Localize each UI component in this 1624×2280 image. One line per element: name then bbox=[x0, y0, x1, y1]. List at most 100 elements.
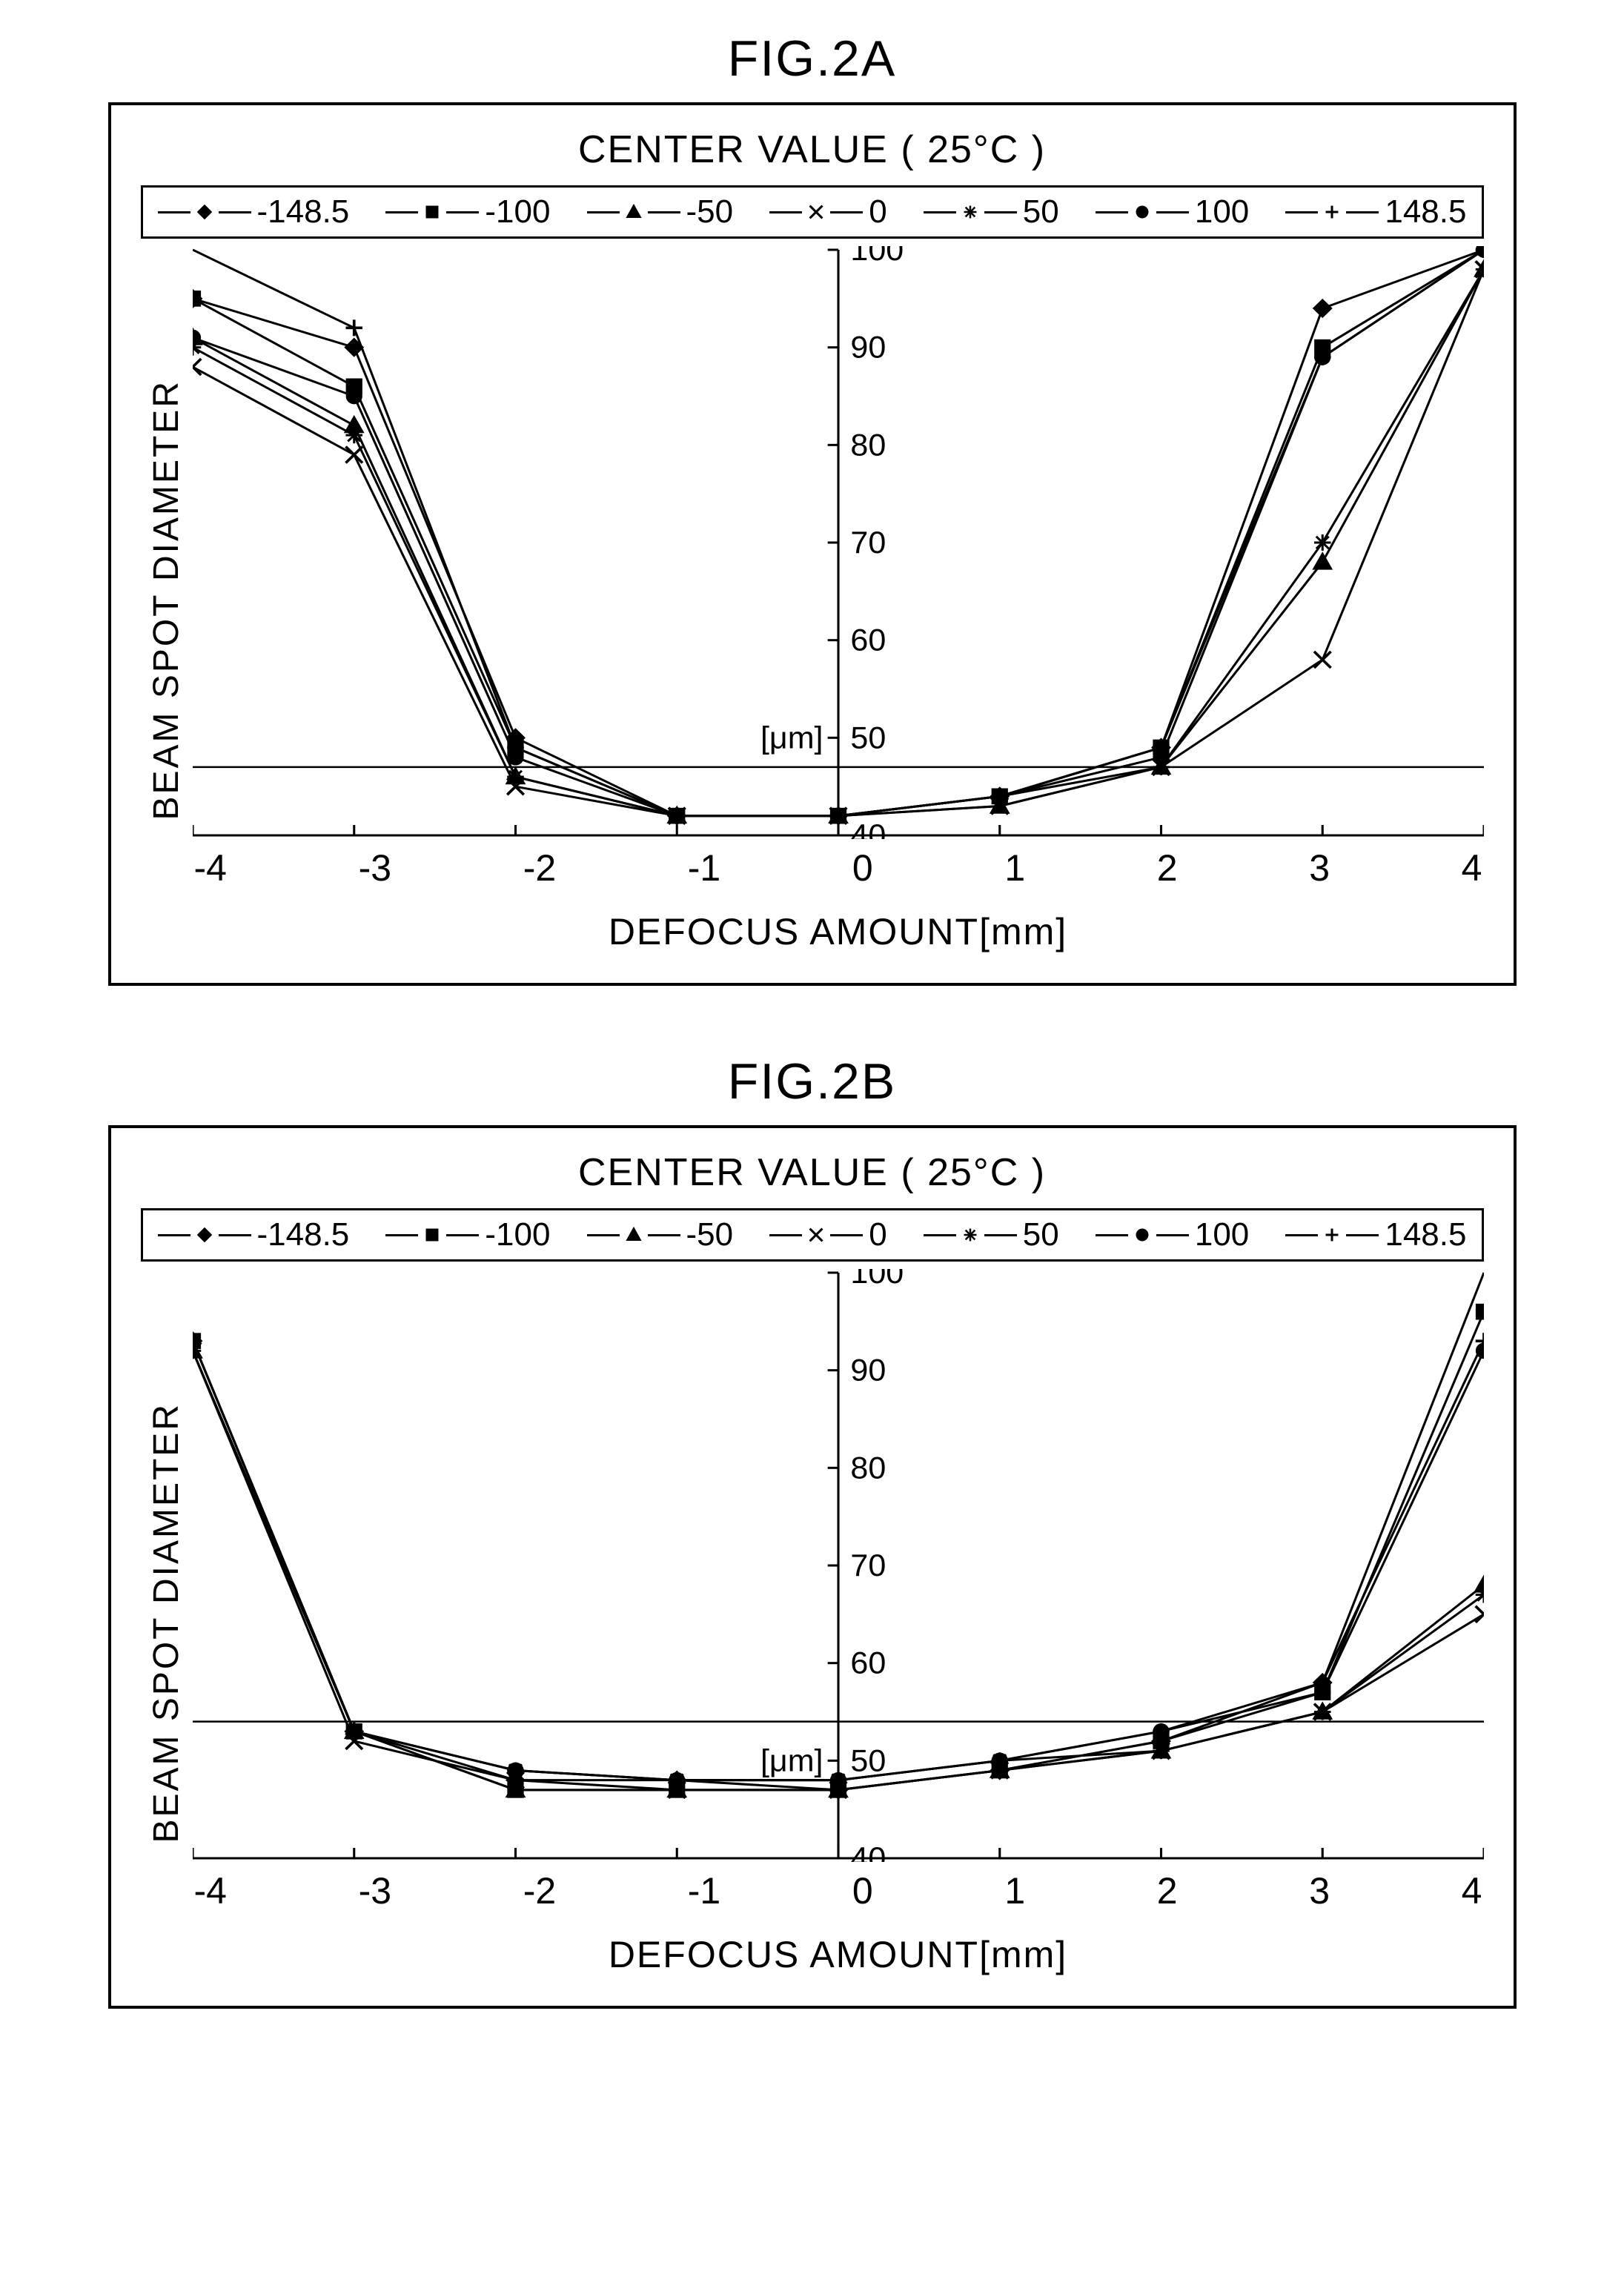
x-tick-label: 1 bbox=[1004, 846, 1025, 889]
triangle-marker bbox=[1313, 554, 1330, 569]
y-tick-label: 40 bbox=[850, 818, 886, 839]
legend-label: -50 bbox=[686, 1216, 734, 1253]
asterisk-marker bbox=[1153, 1743, 1170, 1759]
legend-label: -100 bbox=[485, 193, 550, 231]
legend-item: -148.5 bbox=[158, 1216, 350, 1253]
x-tick-label: 0 bbox=[852, 846, 873, 889]
plus-marker bbox=[345, 319, 362, 336]
legend-item: 0 bbox=[769, 1216, 886, 1253]
legend-label: -50 bbox=[686, 193, 734, 231]
legend-label: 148.5 bbox=[1385, 193, 1466, 231]
square-icon bbox=[424, 1227, 440, 1243]
legend-item: -50 bbox=[587, 193, 734, 231]
y-tick-label: 50 bbox=[850, 1744, 886, 1778]
x-tick-label: -4 bbox=[194, 846, 227, 889]
x-icon bbox=[808, 204, 824, 220]
diamond-marker bbox=[1313, 300, 1330, 317]
chart-subtitle: CENTER VALUE ( 25°C ) bbox=[141, 127, 1484, 172]
x-tick-label: -4 bbox=[194, 1869, 227, 1912]
x-tick-label: -2 bbox=[523, 846, 556, 889]
triangle-icon bbox=[626, 204, 642, 220]
legend-item: -148.5 bbox=[158, 193, 350, 231]
diamond-icon bbox=[196, 204, 213, 220]
x-icon bbox=[808, 1227, 824, 1243]
legend-label: 148.5 bbox=[1385, 1216, 1466, 1253]
x-tick-label: -2 bbox=[523, 1869, 556, 1912]
x-tick-label: 2 bbox=[1157, 846, 1178, 889]
legend-item: -100 bbox=[385, 1216, 550, 1253]
x-marker bbox=[1313, 652, 1330, 668]
circle-icon bbox=[1134, 1227, 1150, 1243]
x-tick-label: 3 bbox=[1309, 846, 1330, 889]
y-tick-label: 100 bbox=[850, 246, 904, 268]
plus-icon bbox=[1324, 204, 1340, 220]
y-tick-label: 70 bbox=[850, 526, 886, 560]
asterisk-icon bbox=[962, 1227, 978, 1243]
y-axis-label: BEAM SPOT DIAMETER bbox=[146, 380, 187, 821]
figure-title: FIG.2A bbox=[108, 30, 1517, 87]
y-tick-label: 60 bbox=[850, 623, 886, 657]
square-marker bbox=[193, 291, 200, 305]
square-marker bbox=[1476, 1305, 1484, 1319]
x-axis-label: DEFOCUS AMOUNT[mm] bbox=[193, 1933, 1484, 1976]
circle-marker bbox=[347, 389, 361, 403]
plot-area: 405060708090100[μm] bbox=[193, 1269, 1484, 1862]
x-tick-row: -4 -3 -2 -1 0 1 2 3 4 bbox=[193, 1869, 1484, 1912]
plot-area: 405060708090100[μm] bbox=[193, 246, 1484, 839]
plus-icon bbox=[1324, 1227, 1340, 1243]
circle-marker bbox=[193, 331, 200, 345]
x-tick-label: 0 bbox=[852, 1869, 873, 1912]
y-tick-label: 80 bbox=[850, 1451, 886, 1485]
legend: -148.5 -100 -50 0 50 100 148.5 bbox=[141, 1208, 1484, 1262]
y-tick-label: 40 bbox=[850, 1841, 886, 1862]
y-tick-label: 100 bbox=[850, 1269, 904, 1290]
chart-frame: CENTER VALUE ( 25°C ) -148.5 -100 -50 0 50 100… bbox=[108, 102, 1517, 986]
x-tick-label: 4 bbox=[1462, 1869, 1482, 1912]
legend-label: 100 bbox=[1195, 193, 1249, 231]
legend-label: 50 bbox=[1023, 193, 1059, 231]
legend-item: 148.5 bbox=[1285, 1216, 1466, 1253]
x-tick-label: 3 bbox=[1309, 1869, 1330, 1912]
diamond-icon bbox=[196, 1227, 213, 1243]
legend-item: 0 bbox=[769, 193, 886, 231]
x-marker bbox=[1475, 1606, 1483, 1623]
y-unit-label: [μm] bbox=[760, 1744, 823, 1778]
figure-2a: FIG.2A CENTER VALUE ( 25°C ) -148.5 -100 -50… bbox=[108, 30, 1517, 986]
chart-subtitle: CENTER VALUE ( 25°C ) bbox=[141, 1150, 1484, 1195]
x-axis-label: DEFOCUS AMOUNT[mm] bbox=[193, 910, 1484, 953]
y-tick-label: 70 bbox=[850, 1548, 886, 1583]
y-axis-label: BEAM SPOT DIAMETER bbox=[146, 1402, 187, 1843]
x-tick-label: 4 bbox=[1462, 846, 1482, 889]
figure-2b: FIG.2BCENTER VALUE ( 25°C )-148.5-100-50… bbox=[108, 1053, 1517, 2009]
x-tick-label: -1 bbox=[688, 1869, 720, 1912]
legend-item: 100 bbox=[1096, 1216, 1249, 1253]
x-marker bbox=[193, 359, 201, 375]
asterisk-icon bbox=[962, 204, 978, 220]
x-tick-label: -3 bbox=[359, 846, 391, 889]
x-tick-label: 2 bbox=[1157, 1869, 1178, 1912]
circle-icon bbox=[1134, 204, 1150, 220]
asterisk-marker bbox=[1313, 1704, 1330, 1720]
asterisk-marker bbox=[507, 769, 524, 785]
x-tick-label: 1 bbox=[1004, 1869, 1025, 1912]
y-tick-label: 90 bbox=[850, 331, 886, 365]
legend-item: 100 bbox=[1096, 193, 1249, 231]
triangle-icon bbox=[626, 1227, 642, 1243]
y-unit-label: [μm] bbox=[760, 721, 823, 755]
legend-label: 100 bbox=[1195, 1216, 1249, 1253]
square-icon bbox=[424, 204, 440, 220]
legend-label: 0 bbox=[869, 193, 886, 231]
legend-item: 50 bbox=[924, 1216, 1059, 1253]
legend-label: 50 bbox=[1023, 1216, 1059, 1253]
legend-label: -100 bbox=[485, 1216, 550, 1253]
chart-frame: CENTER VALUE ( 25°C ) -148.5 -100 -50 0 50 100… bbox=[108, 1125, 1517, 2009]
y-tick-label: 80 bbox=[850, 428, 886, 463]
x-tick-label: -3 bbox=[359, 1869, 391, 1912]
legend-item: 50 bbox=[924, 193, 1059, 231]
legend-label: -148.5 bbox=[257, 193, 350, 231]
legend-label: 0 bbox=[869, 1216, 886, 1253]
legend-label: -148.5 bbox=[257, 1216, 350, 1253]
asterisk-marker bbox=[345, 427, 362, 443]
legend-item: 148.5 bbox=[1285, 193, 1466, 231]
legend-item: -100 bbox=[385, 193, 550, 231]
